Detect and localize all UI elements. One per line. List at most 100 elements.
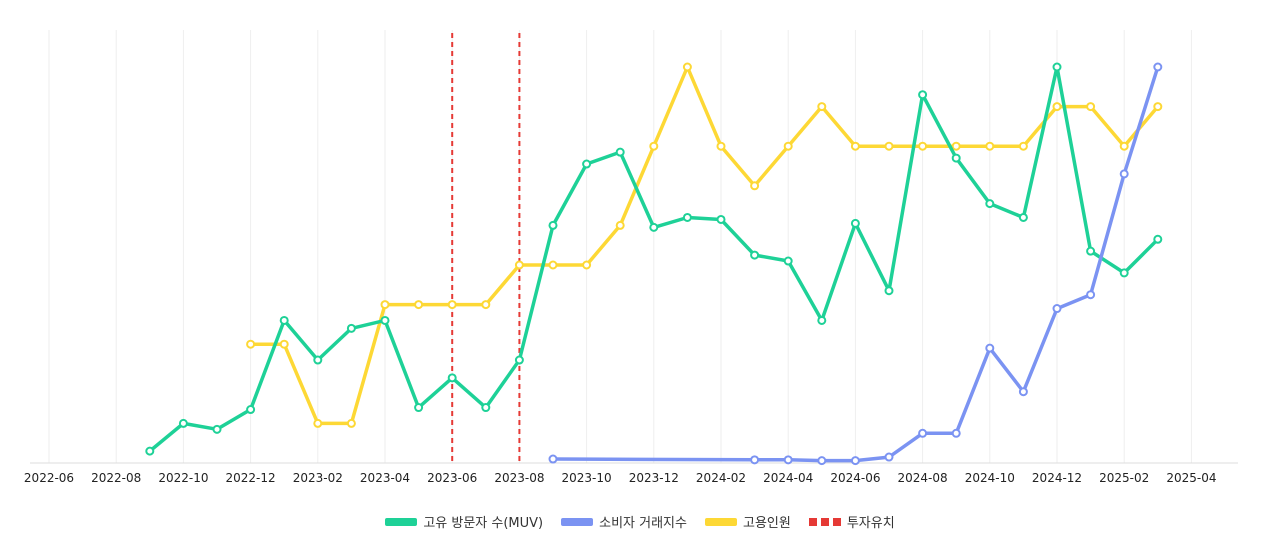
data-point-0-2023-09	[548, 220, 558, 230]
x-tick-label-2023-12: 2023-12	[629, 471, 679, 485]
data-point-1-2025-02	[1119, 169, 1129, 179]
data-point-0-2023-05	[414, 403, 424, 413]
x-tick-label-2024-02: 2024-02	[696, 471, 746, 485]
data-point-2-2024-11	[1018, 141, 1028, 151]
legend-label-investment: 투자유치	[846, 516, 895, 531]
data-point-2-2025-03	[1153, 102, 1163, 112]
legend-swatch-muv	[385, 517, 418, 526]
x-tick-label-2024-10: 2024-10	[965, 471, 1015, 485]
data-point-1-2024-09	[951, 428, 961, 438]
data-point-1-2024-11	[1018, 387, 1028, 397]
data-point-0-2024-09	[951, 153, 961, 163]
legend-item-investment[interactable]: 투자유치	[808, 512, 895, 531]
data-point-2-2023-12	[649, 141, 659, 151]
data-point-2-2023-01	[279, 339, 289, 349]
data-point-0-2025-02	[1119, 268, 1129, 278]
legend-label-transaction-index: 소비자 거래지수	[599, 516, 687, 531]
data-point-0-2023-11	[615, 147, 625, 157]
data-point-2-2023-05	[414, 300, 424, 310]
legend-label-muv: 고유 방문자 수(MUV)	[423, 516, 544, 531]
data-point-0-2023-02	[313, 355, 323, 365]
x-tick-label-2023-02: 2023-02	[293, 471, 343, 485]
data-point-2-2024-10	[985, 141, 995, 151]
legend: 고유 방문자 수(MUV) 소비자 거래지수 고용인원 투자유치	[0, 512, 1280, 531]
line-chart: 2022-06 2022-08 2022-10 2022-12 2023-02 2023-…	[24, 30, 1238, 485]
x-tick-label-2023-10: 2023-10	[562, 471, 612, 485]
investment-markers	[451, 33, 521, 463]
data-point-1-2025-01	[1086, 290, 1096, 300]
data-point-2-2023-06	[447, 300, 457, 310]
legend-label-employees: 고용인원	[742, 516, 791, 531]
data-point-0-2023-08	[514, 355, 524, 365]
legend-item-employees[interactable]: 고용인원	[704, 512, 791, 531]
data-point-0-2024-04	[783, 256, 793, 266]
data-point-0-2023-07	[481, 403, 491, 413]
data-point-1-2025-03	[1153, 62, 1163, 72]
x-axis-ticks: 2022-06 2022-08 2022-10 2022-12 2023-02 2023-…	[24, 471, 1217, 485]
x-tick-label-2025-02: 2025-02	[1099, 471, 1149, 485]
data-point-2-2024-03	[750, 181, 760, 191]
x-tick-label-2022-08: 2022-08	[91, 471, 141, 485]
legend-item-muv[interactable]: 고유 방문자 수(MUV)	[385, 512, 543, 531]
data-point-0-2024-05	[817, 315, 827, 325]
data-point-1-2024-07	[884, 452, 894, 462]
data-point-0-2023-10	[582, 159, 592, 169]
data-point-2-2024-09	[951, 141, 961, 151]
data-point-2-2023-09	[548, 260, 558, 270]
data-point-2-2023-11	[615, 220, 625, 230]
data-point-0-2024-12	[1052, 62, 1062, 72]
grid-lines	[30, 30, 1238, 464]
data-point-0-2022-12	[246, 405, 256, 415]
data-point-0-2022-09	[145, 446, 155, 456]
data-point-0-2023-03	[346, 323, 356, 333]
data-point-0-2023-12	[649, 222, 659, 232]
legend-swatch-investment	[808, 517, 841, 526]
data-point-2-2023-02	[313, 418, 323, 428]
data-point-2-2024-04	[783, 141, 793, 151]
data-point-2-2023-04	[380, 300, 390, 310]
legend-swatch-transaction-index	[561, 517, 594, 526]
data-point-1-2024-10	[985, 343, 995, 353]
data-point-0-2024-02	[716, 214, 726, 224]
x-tick-label-2022-10: 2022-10	[158, 471, 208, 485]
data-point-2-2024-08	[918, 141, 928, 151]
data-point-0-2024-07	[884, 286, 894, 296]
data-point-0-2024-03	[750, 250, 760, 260]
data-point-2-2024-02	[716, 141, 726, 151]
data-point-0-2023-01	[279, 315, 289, 325]
legend-swatch-employees	[704, 517, 737, 526]
series-group-1	[548, 62, 1163, 466]
data-point-1-2024-04	[783, 455, 793, 465]
data-point-1-2024-08	[918, 428, 928, 438]
data-point-0-2024-08	[918, 90, 928, 100]
data-point-1-2024-03	[750, 455, 760, 465]
series-line-2	[248, 65, 1160, 426]
x-tick-label-2023-08: 2023-08	[494, 471, 544, 485]
x-tick-label-2023-04: 2023-04	[360, 471, 410, 485]
data-point-0-2024-11	[1018, 212, 1028, 222]
data-point-2-2025-01	[1086, 102, 1096, 112]
data-point-1-2024-12	[1052, 304, 1062, 314]
series-group-2	[246, 62, 1163, 428]
x-tick-label-2024-04: 2024-04	[763, 471, 813, 485]
data-point-2-2024-12	[1052, 102, 1062, 112]
data-point-2-2023-10	[582, 260, 592, 270]
data-point-0-2024-10	[985, 199, 995, 209]
data-point-0-2024-06	[850, 218, 860, 228]
data-point-1-2024-05	[817, 456, 827, 466]
x-tick-label-2024-12: 2024-12	[1032, 471, 1082, 485]
legend-item-transaction-index[interactable]: 소비자 거래지수	[561, 512, 687, 531]
series-group-0	[145, 62, 1163, 456]
data-point-2-2023-08	[514, 260, 524, 270]
data-point-2-2024-06	[850, 141, 860, 151]
x-tick-label-2024-06: 2024-06	[830, 471, 880, 485]
x-tick-label-2025-04: 2025-04	[1166, 471, 1216, 485]
data-point-2-2022-12	[246, 339, 256, 349]
data-point-1-2023-09	[548, 454, 558, 464]
data-point-0-2024-01	[682, 212, 692, 222]
data-point-0-2025-03	[1153, 234, 1163, 244]
data-point-2-2024-01	[682, 62, 692, 72]
data-point-1-2024-06	[850, 456, 860, 466]
data-point-2-2024-07	[884, 141, 894, 151]
